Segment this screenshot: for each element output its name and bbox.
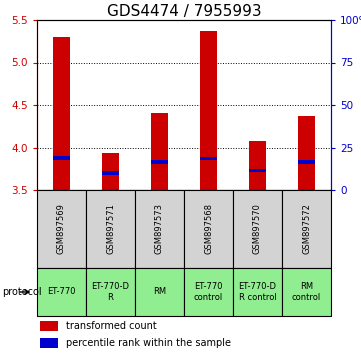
Bar bbox=[200, 156, 217, 160]
Text: transformed count: transformed count bbox=[66, 321, 157, 331]
Text: ET-770: ET-770 bbox=[47, 287, 76, 297]
Bar bbox=[151, 160, 168, 164]
Text: percentile rank within the sample: percentile rank within the sample bbox=[66, 338, 231, 348]
Bar bbox=[37, 190, 86, 268]
Bar bbox=[102, 153, 119, 190]
Bar bbox=[249, 141, 266, 190]
Text: RM
control: RM control bbox=[292, 282, 321, 302]
Bar bbox=[151, 114, 168, 190]
Bar bbox=[249, 169, 266, 172]
Bar bbox=[37, 268, 86, 316]
Title: GDS4474 / 7955993: GDS4474 / 7955993 bbox=[107, 4, 261, 19]
Bar bbox=[135, 268, 184, 316]
Bar bbox=[135, 190, 184, 268]
Text: ET-770
control: ET-770 control bbox=[194, 282, 223, 302]
Bar bbox=[282, 190, 331, 268]
Bar bbox=[53, 156, 70, 160]
Text: GSM897573: GSM897573 bbox=[155, 204, 164, 255]
Bar bbox=[282, 268, 331, 316]
Bar bbox=[102, 171, 119, 175]
Text: GSM897568: GSM897568 bbox=[204, 204, 213, 255]
Bar bbox=[233, 268, 282, 316]
Bar bbox=[184, 190, 233, 268]
Bar bbox=[233, 190, 282, 268]
Bar bbox=[86, 268, 135, 316]
Bar bbox=[86, 190, 135, 268]
Bar bbox=[40, 338, 58, 348]
Text: ET-770-D
R: ET-770-D R bbox=[91, 282, 130, 302]
Text: GSM897571: GSM897571 bbox=[106, 204, 115, 255]
Bar bbox=[298, 160, 315, 164]
Text: protocol: protocol bbox=[2, 287, 42, 297]
Text: GSM897569: GSM897569 bbox=[57, 204, 66, 255]
Text: GSM897572: GSM897572 bbox=[302, 204, 311, 255]
Bar bbox=[298, 116, 315, 190]
Bar bbox=[200, 31, 217, 190]
Bar bbox=[40, 321, 58, 331]
Bar bbox=[184, 268, 233, 316]
Text: GSM897570: GSM897570 bbox=[253, 204, 262, 255]
Text: RM: RM bbox=[153, 287, 166, 297]
Bar bbox=[53, 37, 70, 190]
Text: ET-770-D
R control: ET-770-D R control bbox=[239, 282, 277, 302]
